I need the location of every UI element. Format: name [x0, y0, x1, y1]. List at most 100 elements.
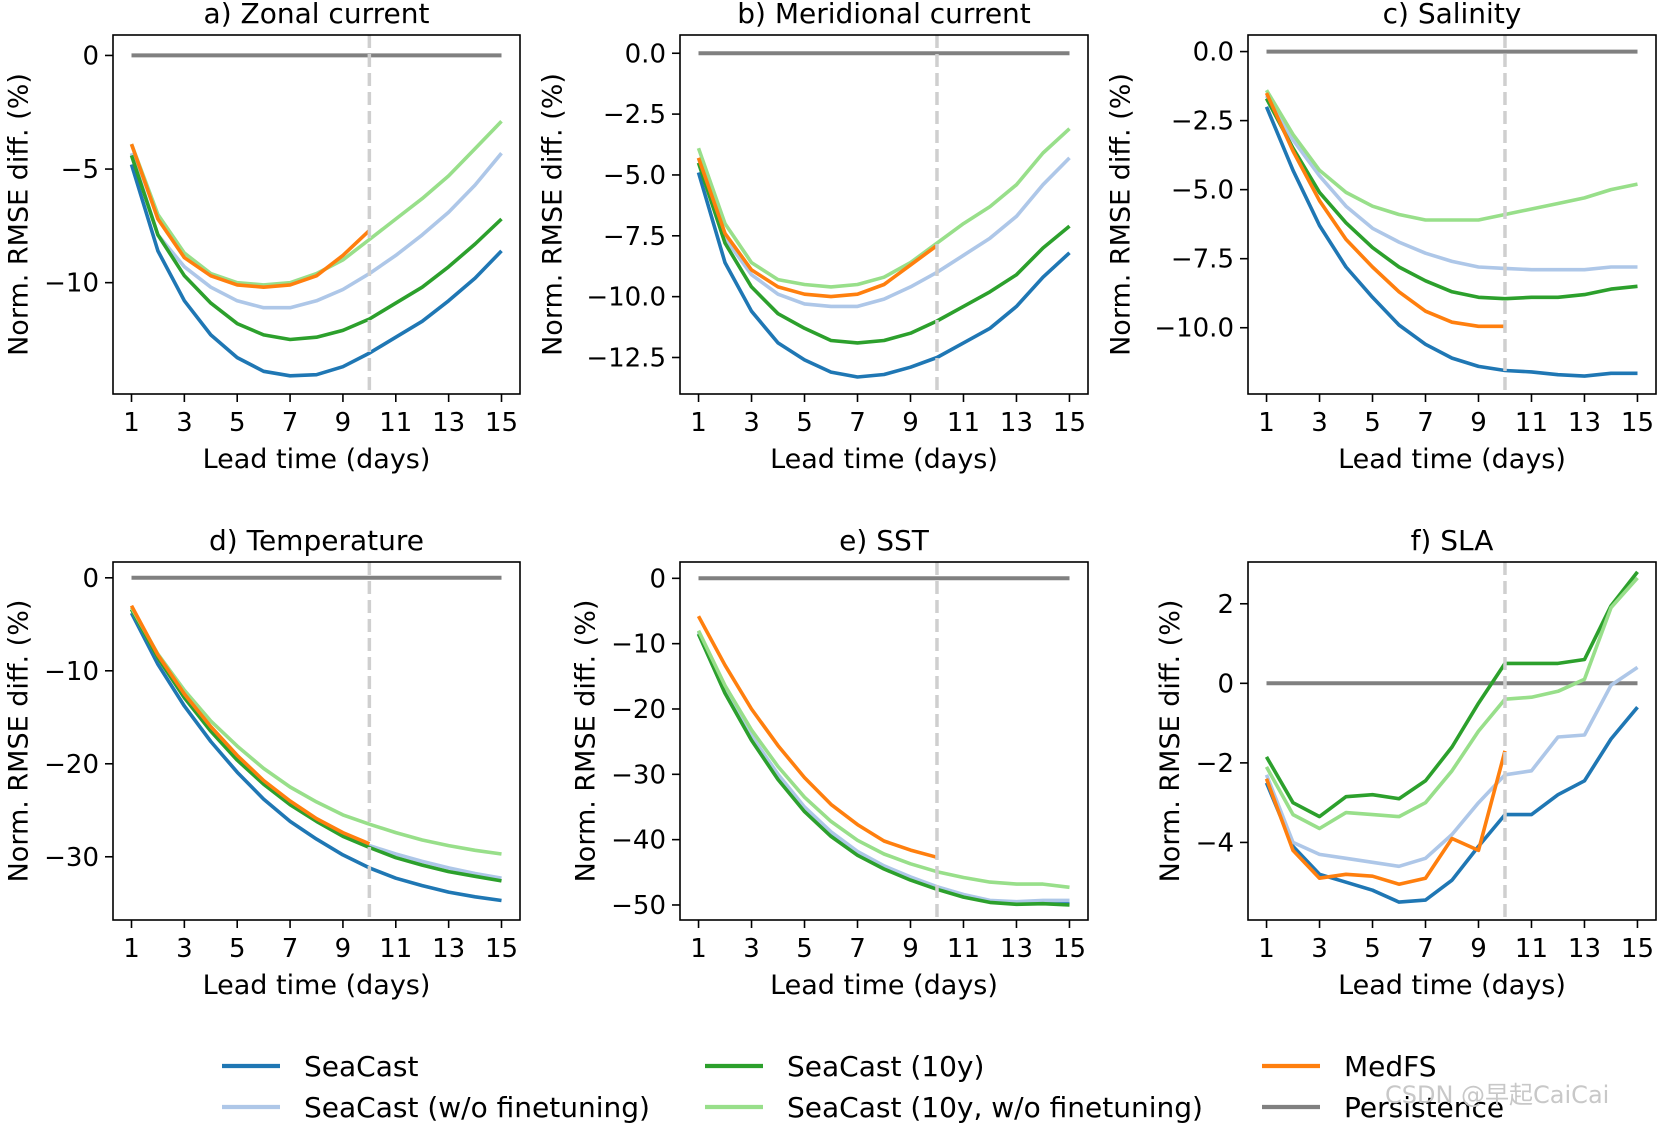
y-axis-title: Norm. RMSE diff. (%) — [538, 73, 569, 356]
x-tick-label: 9 — [1470, 934, 1487, 964]
legend-item-persistence: Persistence — [1262, 1091, 1504, 1124]
x-tick-label: 13 — [1000, 934, 1033, 964]
y-tick-label: −10 — [44, 657, 99, 687]
series-line-medfs — [1264, 92, 1505, 329]
x-tick-label: 13 — [1000, 408, 1033, 438]
x-tick-label: 11 — [379, 934, 412, 964]
x-tick-label: 11 — [379, 408, 412, 438]
legend-item-seacast10y: SeaCast (10y) — [705, 1050, 984, 1083]
x-tick-label: 9 — [335, 934, 352, 964]
series-group — [696, 576, 1070, 907]
x-axis-title: Lead time (days) — [203, 444, 431, 475]
y-tick-label: −30 — [44, 843, 99, 873]
legend-label: SeaCast (10y) — [787, 1050, 984, 1083]
x-tick-label: 7 — [849, 934, 866, 964]
series-line-seacast10y_wof — [1264, 89, 1638, 222]
y-tick-label: −7.5 — [1171, 245, 1234, 275]
x-tick-label: 5 — [1364, 408, 1381, 438]
series-line-medfs — [1264, 750, 1507, 887]
x-axis-title: Lead time (days) — [770, 444, 998, 475]
y-tick-label: 0 — [82, 41, 99, 71]
y-tick-label: −50 — [611, 891, 666, 921]
x-tick-label: 15 — [1621, 934, 1654, 964]
series-line-seacast10y_wof — [1264, 576, 1639, 831]
y-tick-label: −10.0 — [586, 283, 666, 313]
x-tick-label: 3 — [743, 408, 760, 438]
series-line-seacast — [129, 163, 503, 378]
series-group — [129, 575, 502, 903]
y-tick-label: 2 — [1217, 590, 1234, 620]
x-tick-label: 5 — [229, 408, 246, 438]
y-tick-label: −2.5 — [1171, 107, 1234, 137]
x-tick-label: 15 — [1053, 934, 1086, 964]
y-tick-label: −12.5 — [586, 343, 666, 373]
x-tick-label: 3 — [1311, 934, 1328, 964]
series-group — [129, 53, 503, 378]
y-tick-label: −5.0 — [1171, 176, 1234, 206]
panel-title: c) Salinity — [1383, 0, 1522, 30]
panel-title: b) Meridional current — [737, 0, 1031, 30]
x-tick-label: 3 — [176, 408, 193, 438]
x-tick-label: 5 — [796, 934, 813, 964]
axes-frame — [112, 34, 521, 395]
x-tick-label: 5 — [796, 408, 813, 438]
series-line-seacast — [129, 612, 502, 903]
x-tick-label: 9 — [1470, 408, 1487, 438]
legend-item-seacast_wof: SeaCast (w/o finetuning) — [222, 1091, 650, 1124]
x-tick-label: 1 — [1258, 408, 1275, 438]
y-tick-label: −10 — [44, 269, 99, 299]
x-axis-title: Lead time (days) — [203, 970, 431, 1001]
legend: SeaCast SeaCast (w/o finetuning) SeaCast (… — [222, 1050, 1504, 1124]
x-tick-label: 15 — [485, 408, 518, 438]
legend-label: SeaCast (w/o finetuning) — [304, 1091, 650, 1124]
legend-label: SeaCast — [304, 1050, 418, 1083]
x-tick-label: 11 — [1515, 934, 1548, 964]
series-line-seacast — [696, 633, 1070, 906]
panel-title: e) SST — [839, 524, 930, 557]
series-group — [1264, 49, 1638, 378]
y-tick-label: −20 — [44, 750, 99, 780]
x-tick-label: 9 — [335, 408, 352, 438]
y-tick-label: −10 — [611, 630, 666, 660]
series-line-seacast_wof — [1264, 665, 1639, 869]
y-tick-label: 0 — [1217, 669, 1234, 699]
series-group — [696, 51, 1071, 379]
y-tick-label: −2.5 — [603, 100, 666, 130]
x-tick-label: 7 — [282, 934, 299, 964]
series-line-medfs — [696, 615, 938, 860]
axes-frame — [679, 561, 1089, 921]
y-tick-label: −10.0 — [1154, 314, 1234, 344]
y-tick-label: −4 — [1196, 828, 1234, 858]
legend-label: Persistence — [1344, 1091, 1504, 1124]
x-tick-label: 13 — [432, 408, 465, 438]
y-axis-title: Norm. RMSE diff. (%) — [1106, 73, 1137, 356]
x-tick-label: 7 — [1417, 934, 1434, 964]
y-tick-label: 0.0 — [625, 39, 666, 69]
series-line-seacast10y — [1264, 570, 1639, 819]
y-tick-label: 0.0 — [1193, 38, 1234, 68]
y-tick-label: −20 — [611, 695, 666, 725]
watermark-text: CSDN @早起CaiCai — [1385, 1081, 1610, 1109]
y-axis-title: Norm. RMSE diff. (%) — [1155, 600, 1186, 883]
x-tick-label: 5 — [1364, 934, 1381, 964]
y-axis-title: Norm. RMSE diff. (%) — [571, 600, 602, 883]
x-tick-label: 15 — [1053, 408, 1086, 438]
x-tick-label: 3 — [743, 934, 760, 964]
series-line-medfs — [696, 157, 939, 299]
x-axis-title: Lead time (days) — [770, 970, 998, 1001]
legend-label: SeaCast (10y, w/o finetuning) — [787, 1091, 1203, 1124]
series-line-seacast_wof — [696, 156, 1071, 309]
axes-frame — [1247, 34, 1657, 395]
axes-frame — [1247, 561, 1657, 921]
series-line-seacast — [696, 171, 1071, 379]
x-tick-label: 9 — [902, 934, 919, 964]
panel-title: f) SLA — [1411, 524, 1494, 557]
panel-2: 1 3 5 7 9 11 13 150.0−2.5−5.0−7.5−10.0−12.5Lead… — [538, 0, 1089, 475]
x-tick-label: 7 — [282, 408, 299, 438]
series-line-seacast10y — [129, 154, 503, 342]
x-tick-label: 1 — [690, 934, 707, 964]
